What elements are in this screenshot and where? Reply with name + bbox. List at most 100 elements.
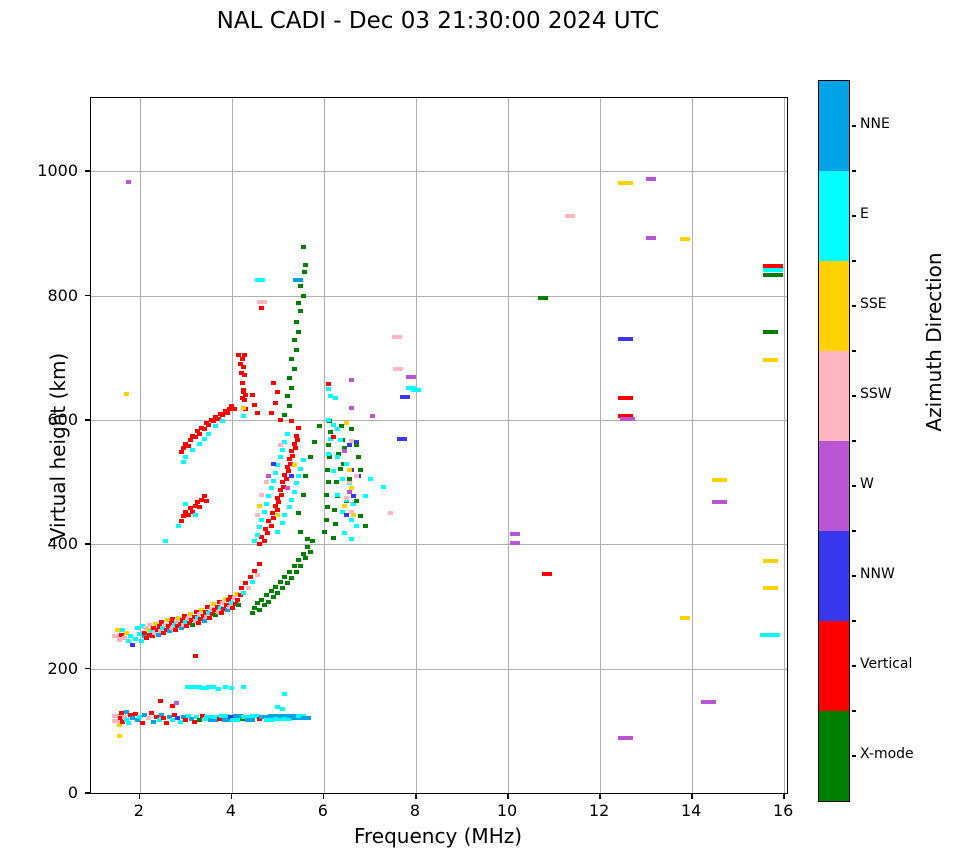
- data-point: [123, 630, 129, 635]
- data-point: [254, 601, 260, 606]
- data-point: [121, 635, 127, 640]
- data-point: [178, 450, 184, 455]
- data-point: [116, 637, 122, 642]
- colorbar-tick: [851, 395, 856, 397]
- data-point: [116, 733, 122, 738]
- data-point: [139, 721, 145, 726]
- data-point: [183, 620, 189, 624]
- plot-area: [90, 97, 788, 794]
- data-point: [153, 621, 159, 626]
- data-point: [158, 699, 163, 703]
- data-point: [252, 568, 258, 573]
- data-point: [296, 511, 302, 516]
- data-point: [332, 522, 338, 527]
- data-point: [164, 628, 169, 633]
- data-point: [339, 477, 345, 482]
- data-point: [184, 624, 190, 629]
- data-point: [645, 235, 656, 240]
- data-point: [293, 481, 299, 486]
- data-point: [234, 592, 239, 597]
- data-point: [222, 717, 233, 722]
- data-point: [243, 580, 249, 585]
- data-point: [111, 634, 122, 639]
- data-point: [282, 413, 288, 417]
- data-point: [257, 717, 262, 721]
- data-point: [173, 627, 179, 632]
- colorbar-segment-vertical: [819, 621, 849, 711]
- data-point: [263, 593, 269, 598]
- gridline-y-400: [91, 544, 787, 546]
- colorbar-tick: [851, 665, 856, 667]
- data-point: [164, 721, 169, 726]
- data-point: [159, 620, 165, 624]
- data-point: [277, 579, 283, 584]
- data-point: [300, 551, 306, 556]
- y-tick: [85, 792, 90, 794]
- data-point: [291, 441, 297, 446]
- data-point: [289, 385, 295, 390]
- data-point: [178, 626, 184, 631]
- data-point: [303, 556, 308, 560]
- x-tick: [415, 793, 417, 799]
- data-point: [336, 452, 342, 457]
- data-point: [367, 477, 373, 482]
- data-point: [218, 713, 229, 718]
- data-point: [205, 604, 211, 609]
- data-point: [172, 713, 178, 718]
- data-point: [291, 367, 297, 371]
- data-point: [179, 618, 185, 623]
- data-point: [286, 505, 292, 509]
- data-point: [137, 631, 143, 636]
- data-point: [145, 628, 151, 633]
- data-point: [259, 517, 265, 522]
- colorbar-boundary-tick: [851, 170, 856, 172]
- data-point: [259, 534, 265, 539]
- data-point: [349, 405, 354, 410]
- data-point: [183, 501, 189, 506]
- data-point: [197, 441, 203, 446]
- data-point: [275, 512, 281, 517]
- data-point: [353, 439, 359, 444]
- data-point: [159, 712, 165, 717]
- data-point: [275, 495, 281, 500]
- colorbar-boundary-tick: [851, 620, 856, 622]
- y-tick: [85, 543, 90, 545]
- data-point: [147, 623, 153, 628]
- data-point: [250, 579, 256, 584]
- data-point: [265, 531, 271, 536]
- data-point: [762, 272, 783, 277]
- data-point: [171, 623, 177, 628]
- data-point: [290, 454, 296, 459]
- data-point: [240, 365, 246, 370]
- data-point: [146, 632, 152, 637]
- data-point: [182, 613, 188, 618]
- data-point: [275, 590, 281, 595]
- data-point: [342, 531, 348, 536]
- y-tick: [85, 294, 90, 297]
- data-point: [277, 442, 283, 447]
- data-point: [289, 357, 295, 362]
- colorbar-boundary-tick: [851, 530, 856, 532]
- data-point: [762, 585, 778, 590]
- data-point: [124, 717, 130, 722]
- data-point: [221, 607, 227, 611]
- colorbar-segment-nnw: [819, 531, 849, 621]
- data-point: [148, 711, 154, 716]
- data-point: [282, 512, 288, 517]
- data-point: [537, 295, 548, 300]
- data-point: [339, 510, 345, 514]
- data-point: [238, 585, 244, 590]
- data-point: [188, 618, 194, 623]
- data-point: [335, 455, 341, 460]
- data-point: [199, 497, 205, 502]
- data-point: [239, 396, 245, 401]
- y-axis-label: Virtual height (km): [46, 352, 70, 542]
- data-point: [132, 636, 138, 641]
- data-point: [325, 467, 331, 472]
- data-point: [335, 492, 341, 497]
- data-point: [187, 620, 192, 625]
- data-point: [245, 717, 256, 722]
- colorbar-tick: [851, 125, 856, 127]
- data-point: [236, 352, 242, 357]
